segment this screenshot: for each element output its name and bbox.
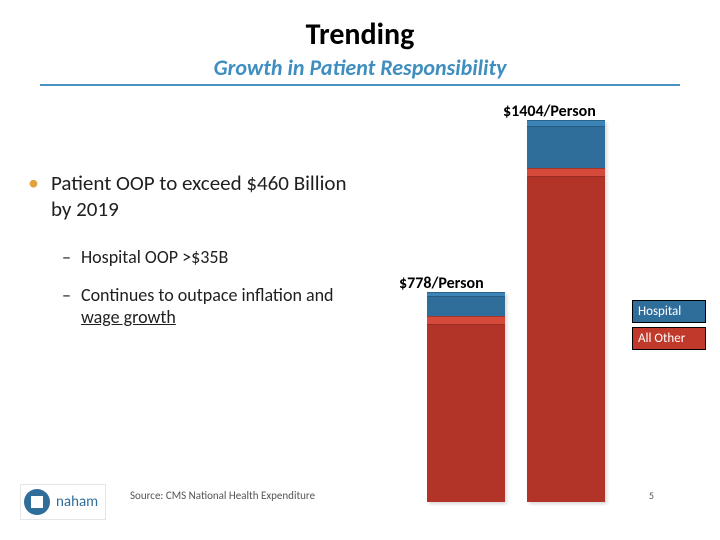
page-title: Trending bbox=[0, 16, 720, 53]
bar-1-seg-0-body bbox=[527, 126, 605, 168]
bar-0 bbox=[427, 292, 505, 502]
bullet-sub-2: – Continues to outpace inflation and wag… bbox=[62, 284, 368, 328]
bar-1 bbox=[527, 120, 605, 502]
bar-label-0: $778/Person bbox=[399, 274, 484, 293]
title-rule bbox=[40, 84, 680, 86]
bar-0-seg-0-body bbox=[427, 296, 505, 316]
bar-label-1: $1404/Person bbox=[503, 102, 596, 121]
page-number: 5 bbox=[649, 489, 654, 502]
legend-label-hospital: Hospital bbox=[638, 304, 681, 319]
bullet-sub-1-text: Hospital OOP >$35B bbox=[81, 246, 228, 268]
bullet-sub-2-underlined: wage growth bbox=[81, 306, 176, 328]
legend-item-allother: All Other bbox=[632, 327, 706, 350]
logo-text: naham bbox=[56, 493, 98, 511]
logo: naham bbox=[20, 484, 106, 520]
logo-icon bbox=[24, 489, 50, 515]
bar-1-seg-1-body bbox=[527, 176, 605, 502]
bar-0-seg-1-body bbox=[427, 324, 505, 502]
bar-0-seg-1-top bbox=[427, 316, 505, 324]
bullet-sub-2-prefix: Continues to outpace inflation and bbox=[81, 284, 334, 306]
dash-icon: – bbox=[62, 284, 71, 306]
source-text: Source: CMS National Health Expenditure bbox=[130, 489, 315, 502]
oop-chart: $778/Person $1404/Person bbox=[395, 100, 615, 520]
bullet-list: • Patient OOP to exceed $460 Billion by … bbox=[28, 170, 368, 344]
legend-item-hospital: Hospital bbox=[632, 300, 706, 323]
bullet-main-text: Patient OOP to exceed $460 Billion by 20… bbox=[51, 170, 368, 222]
legend-label-allother: All Other bbox=[638, 331, 685, 346]
bullet-sub-2-text: Continues to outpace inflation and wage … bbox=[81, 284, 368, 328]
bullet-dot-icon: • bbox=[28, 170, 39, 196]
dash-icon: – bbox=[62, 246, 71, 268]
page-subtitle: Growth in Patient Responsibility bbox=[0, 54, 720, 81]
legend: Hospital All Other bbox=[632, 300, 706, 354]
slide: Trending Growth in Patient Responsibilit… bbox=[0, 0, 720, 540]
bullet-main: • Patient OOP to exceed $460 Billion by … bbox=[28, 170, 368, 222]
bar-1-seg-1-top bbox=[527, 168, 605, 176]
bullet-sub-1: – Hospital OOP >$35B bbox=[62, 246, 368, 268]
bottom-border bbox=[0, 534, 720, 540]
